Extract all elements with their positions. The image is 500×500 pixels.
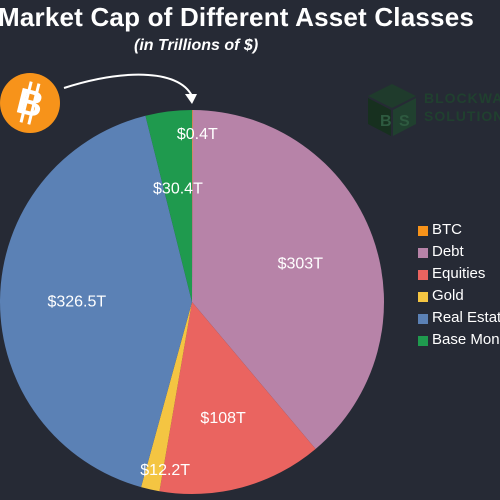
pie-slice-debt — [192, 110, 384, 449]
blockware-logo-icon: B S — [368, 84, 416, 136]
svg-text:B: B — [380, 113, 392, 130]
pie-label-real-estate: $326.5T — [47, 294, 106, 311]
pie-slice-gold — [141, 302, 192, 492]
logo-text-line2: SOLUTIONS — [424, 108, 500, 124]
chart-title: Market Cap of Different Asset Classes — [0, 2, 475, 32]
chart-subtitle: (in Trillions of $) — [134, 37, 259, 54]
pie-slice-base-money — [145, 110, 192, 302]
legend-label: Equities — [432, 265, 486, 282]
svg-text:S: S — [399, 113, 410, 130]
legend-swatch — [418, 248, 428, 258]
legend-item-debt: Debt — [414, 242, 500, 264]
legend-swatch — [418, 314, 428, 324]
pie-label-debt: $303T — [278, 256, 324, 273]
pie-slices — [0, 110, 384, 494]
legend-swatch — [418, 336, 428, 346]
pie-label-base-money: $30.4T — [153, 181, 203, 198]
legend-item-btc: BTC — [414, 220, 500, 242]
pie-label-equities: $108T — [200, 410, 246, 427]
pie-label-gold: $12.2T — [140, 462, 190, 479]
blockware-logo: B S BLOCKWARE SOLUTIONS — [364, 82, 500, 142]
legend-item-real-estate: Real Estate — [414, 308, 500, 330]
legend-swatch — [418, 292, 428, 302]
legend-item-base-money: Base Money — [414, 330, 500, 352]
legend-swatch — [418, 270, 428, 280]
legend-label: Real Estate — [432, 309, 500, 326]
legend-label: BTC — [432, 221, 462, 238]
legend-label: Gold — [432, 287, 464, 304]
legend-swatch — [418, 226, 428, 236]
logo-text-line1: BLOCKWARE — [424, 90, 500, 106]
pie-slice-btc — [192, 110, 193, 302]
pie-slice-real-estate — [0, 115, 193, 488]
pie-slice-equities — [159, 302, 316, 494]
bitcoin-icon: B — [0, 73, 60, 133]
legend-label: Base Money — [432, 331, 500, 348]
legend: BTC Debt Equities Gold Real Estate Base Money — [414, 220, 500, 352]
legend-item-gold: Gold — [414, 286, 500, 308]
pie-labels: $0.4T $303T $108T $12.2T $326.5T $30.4T — [47, 126, 323, 479]
pie-label-btc: $0.4T — [177, 126, 218, 143]
legend-label: Debt — [432, 243, 464, 260]
legend-item-equities: Equities — [414, 264, 500, 286]
